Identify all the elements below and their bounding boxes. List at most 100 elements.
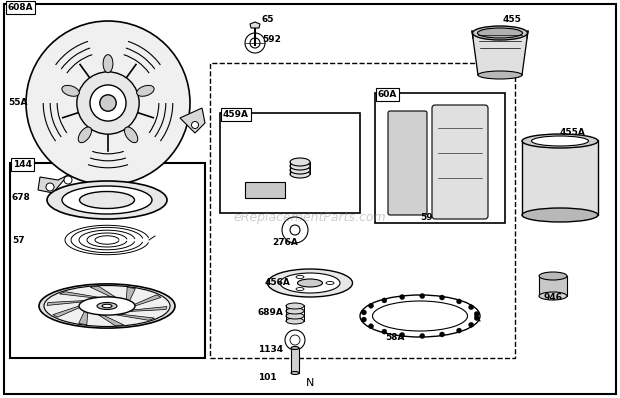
Ellipse shape	[360, 295, 480, 337]
Text: N: N	[306, 378, 314, 388]
Ellipse shape	[78, 127, 92, 143]
Circle shape	[192, 121, 198, 129]
Ellipse shape	[62, 186, 152, 214]
Circle shape	[382, 298, 387, 303]
Polygon shape	[180, 108, 205, 133]
Bar	[210, 63, 515, 358]
Text: 608A: 608A	[8, 3, 33, 12]
Text: 678: 678	[12, 193, 31, 202]
Bar	[291, 348, 299, 373]
Ellipse shape	[267, 269, 353, 297]
Ellipse shape	[102, 304, 112, 308]
Text: 455: 455	[503, 15, 522, 24]
Ellipse shape	[125, 127, 138, 143]
Text: 592: 592	[262, 35, 281, 44]
Circle shape	[440, 332, 445, 337]
Circle shape	[282, 217, 308, 243]
Ellipse shape	[286, 308, 304, 314]
Ellipse shape	[539, 272, 567, 280]
Polygon shape	[47, 300, 84, 305]
Text: 57: 57	[12, 236, 25, 245]
Circle shape	[400, 332, 405, 338]
Polygon shape	[130, 306, 167, 311]
Ellipse shape	[472, 26, 528, 40]
Polygon shape	[250, 22, 260, 28]
Text: 58A: 58A	[385, 333, 404, 342]
Text: 455A: 455A	[560, 128, 586, 137]
Circle shape	[250, 38, 260, 48]
Text: 60A: 60A	[378, 90, 397, 99]
Bar	[245, 182, 285, 198]
Circle shape	[382, 329, 387, 334]
Polygon shape	[472, 31, 528, 75]
Text: 689A: 689A	[258, 308, 284, 317]
Ellipse shape	[280, 273, 340, 293]
Bar	[539, 276, 567, 296]
Ellipse shape	[47, 181, 167, 219]
Bar	[522, 140, 598, 215]
Ellipse shape	[298, 279, 322, 287]
FancyBboxPatch shape	[388, 111, 427, 215]
Circle shape	[368, 324, 373, 329]
Text: 946: 946	[543, 293, 562, 302]
Ellipse shape	[286, 318, 304, 324]
Ellipse shape	[290, 166, 310, 174]
Polygon shape	[60, 292, 99, 298]
Bar	[375, 93, 505, 223]
Polygon shape	[90, 287, 116, 297]
Circle shape	[46, 183, 54, 191]
Circle shape	[474, 312, 479, 316]
Circle shape	[90, 85, 126, 121]
Polygon shape	[126, 287, 135, 300]
Circle shape	[440, 295, 445, 300]
Polygon shape	[79, 311, 87, 325]
Bar	[220, 113, 360, 213]
Circle shape	[469, 322, 474, 327]
Text: 65: 65	[262, 15, 275, 24]
Circle shape	[26, 21, 190, 185]
Ellipse shape	[290, 170, 310, 178]
Circle shape	[100, 95, 116, 111]
Circle shape	[77, 72, 139, 134]
Circle shape	[420, 293, 425, 298]
Ellipse shape	[137, 86, 154, 96]
Polygon shape	[116, 314, 154, 320]
Ellipse shape	[290, 162, 310, 170]
Ellipse shape	[531, 136, 588, 146]
Circle shape	[456, 328, 461, 333]
Circle shape	[420, 334, 425, 338]
Ellipse shape	[291, 371, 299, 375]
Ellipse shape	[286, 313, 304, 319]
Circle shape	[285, 330, 305, 350]
Ellipse shape	[97, 302, 117, 310]
Ellipse shape	[103, 55, 113, 73]
Circle shape	[469, 304, 474, 310]
Circle shape	[290, 335, 300, 345]
Text: eReplacementParts.com: eReplacementParts.com	[234, 211, 386, 224]
Polygon shape	[135, 295, 161, 306]
Circle shape	[361, 310, 366, 315]
Text: 144: 144	[13, 160, 32, 169]
Circle shape	[361, 317, 366, 322]
Bar	[10, 163, 205, 358]
Ellipse shape	[79, 297, 135, 315]
Polygon shape	[38, 175, 68, 193]
Circle shape	[474, 316, 479, 320]
Ellipse shape	[522, 134, 598, 148]
Ellipse shape	[39, 284, 175, 328]
Circle shape	[400, 295, 405, 300]
Ellipse shape	[290, 158, 310, 166]
Text: 1134: 1134	[258, 345, 283, 354]
Ellipse shape	[478, 71, 522, 79]
Text: 276A: 276A	[272, 238, 298, 247]
Ellipse shape	[291, 347, 299, 349]
Ellipse shape	[326, 281, 334, 285]
Ellipse shape	[373, 301, 467, 331]
Circle shape	[290, 225, 300, 235]
Ellipse shape	[539, 292, 567, 300]
Polygon shape	[99, 315, 124, 326]
Circle shape	[368, 303, 373, 308]
Text: 459A: 459A	[223, 110, 249, 119]
Ellipse shape	[79, 191, 135, 209]
Text: 55A: 55A	[8, 98, 27, 107]
